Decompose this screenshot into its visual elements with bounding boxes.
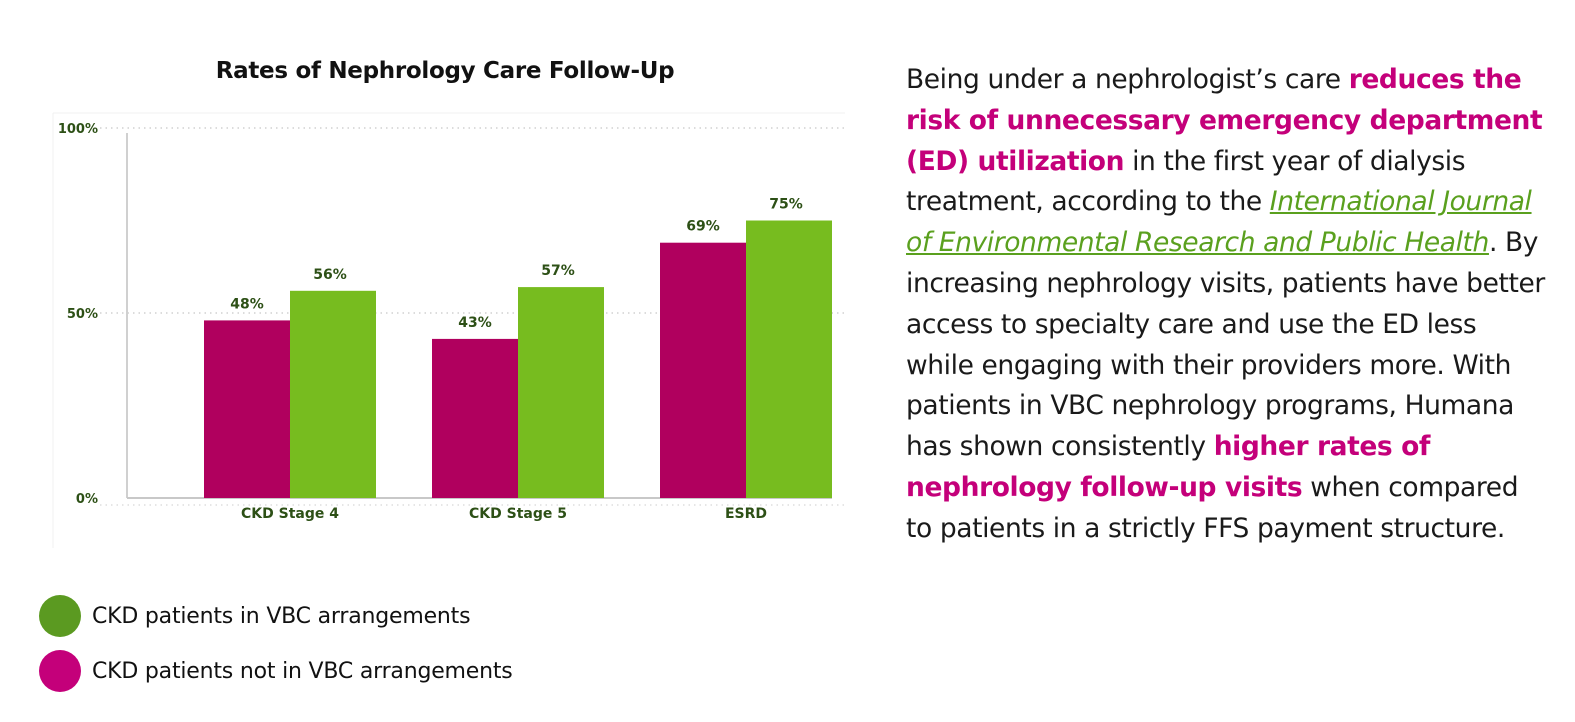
body-paragraph: Being under a nephrologist’s care reduce… — [906, 60, 1546, 550]
data-label-non-vbc-0: 48% — [230, 296, 264, 312]
data-label-non-vbc-1: 43% — [458, 315, 492, 331]
legend-label-vbc: CKD patients in VBC arrangements — [92, 603, 471, 629]
data-label-non-vbc-2: 69% — [686, 219, 720, 235]
grid-layer — [52, 112, 845, 548]
data-label-vbc-1: 57% — [541, 263, 575, 279]
bar-non-vbc-0 — [204, 320, 290, 498]
label-layer: 0% 50% 100% 48% 56% CKD Stage 4 43% 57% CKD Stag… — [58, 122, 803, 522]
bar-non-vbc-2 — [660, 242, 746, 498]
body-text-1: Being under a nephrologist’s care — [906, 64, 1349, 95]
x-tick-label-1: CKD Stage 5 — [469, 506, 567, 522]
body-text-4: when compared to patients in a strictly … — [906, 471, 1519, 544]
legend-item-vbc: CKD patients in VBC arrangements — [39, 595, 471, 637]
legend-label-non-vbc: CKD patients not in VBC arrangements — [92, 658, 513, 684]
bar-vbc-1 — [518, 287, 604, 498]
legend-swatch-vbc — [39, 595, 81, 637]
chart-title: Rates of Nephrology Care Follow-Up — [215, 58, 675, 84]
x-tick-label-2: ESRD — [725, 506, 767, 522]
legend-swatch-non-vbc — [39, 650, 81, 692]
journal-citation-link[interactable]: International Journal of Environmental R… — [906, 186, 1532, 259]
highlight-higher-rates: higher rates of nephrology follow-up vis… — [906, 431, 1431, 503]
body-text-2: in the first year of dialysis treatment,… — [906, 145, 1466, 218]
y-tick-label-50: 50% — [67, 307, 98, 322]
body-text-3: . By increasing nephrology visits, patie… — [906, 227, 1545, 463]
highlight-reduces-risk: reduces the risk of unnecessary emergenc… — [906, 64, 1543, 177]
y-tick-label-100: 100% — [58, 122, 98, 137]
x-tick-label-0: CKD Stage 4 — [241, 506, 339, 522]
data-label-vbc-0: 56% — [313, 267, 347, 283]
bar-non-vbc-1 — [432, 338, 518, 498]
data-label-vbc-2: 75% — [769, 197, 803, 213]
bar-chart: 0% 50% 100% 48% 56% CKD Stage 4 43% 57% CKD Stag… — [52, 112, 845, 548]
legend-item-non-vbc: CKD patients not in VBC arrangements — [39, 650, 513, 692]
bar-vbc-0 — [290, 290, 376, 498]
y-tick-label-0: 0% — [76, 492, 98, 507]
bar-vbc-2 — [746, 220, 832, 498]
bar-layer — [204, 220, 832, 498]
